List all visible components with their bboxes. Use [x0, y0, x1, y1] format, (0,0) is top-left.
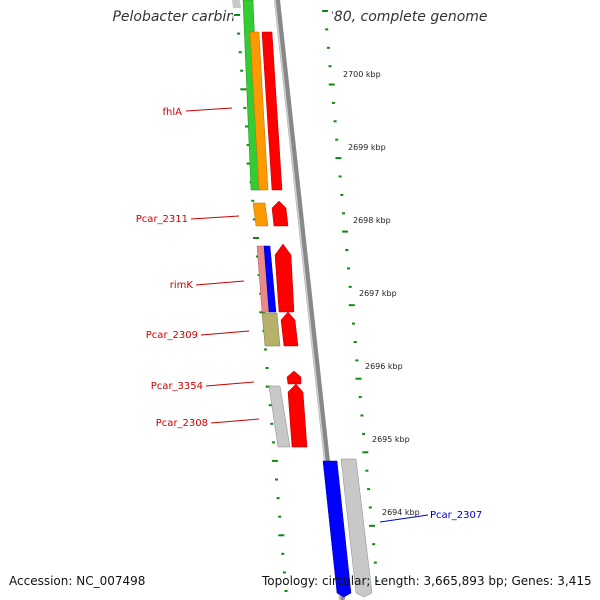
left-track-tick: [238, 51, 242, 54]
right-track-tick: [369, 524, 375, 527]
right-track-tick: [335, 138, 339, 141]
left-track-tick: [259, 311, 266, 314]
label-line-pcar2307: [379, 514, 429, 523]
left-track-tick: [271, 441, 275, 444]
gene-label-pcar2308[interactable]: Pcar_2308: [156, 418, 208, 429]
right-track-tick: [375, 580, 379, 582]
right-track-tick: [362, 451, 369, 454]
scale-label-2700: 2700 kbp: [343, 70, 381, 79]
right-track-ticks: [322, 10, 379, 582]
right-track-tick: [348, 285, 352, 288]
topology-text: Topology: circular; Length: 3,665,893 bp…: [262, 574, 592, 588]
left-track-tick: [246, 162, 253, 165]
left-track-tick: [268, 404, 272, 407]
feature-blue-pcar2307[interactable]: [322, 460, 352, 598]
left-track-tick: [246, 144, 250, 147]
label-line-pcar2311: [190, 215, 240, 220]
label-line-pcar2308: [210, 418, 260, 424]
feature-gray-pcar2307[interactable]: [340, 458, 373, 598]
right-track-tick: [348, 304, 355, 307]
label-line-pcar2309: [200, 330, 250, 336]
feature-red-pcar2309[interactable]: [280, 311, 299, 347]
feature-blue-rimk[interactable]: [263, 245, 277, 313]
right-track-tick: [325, 28, 329, 31]
right-track-tick: [360, 414, 364, 417]
scale-label-2694: 2694 kbp: [382, 508, 420, 517]
left-track-tick: [276, 497, 280, 500]
right-track-tick: [338, 175, 342, 178]
right-track-tick: [345, 249, 349, 251]
right-track-tick: [353, 341, 357, 343]
right-track-tick: [328, 83, 335, 86]
feature-red-rimk[interactable]: [274, 243, 295, 313]
right-track-tick: [368, 506, 372, 509]
right-track-tick: [331, 101, 335, 104]
feature-red-pcar2311[interactable]: [271, 200, 289, 227]
accession-text: Accession: NC_007498: [9, 574, 146, 588]
scale-label-2696: 2696 kbp: [365, 362, 403, 371]
scale-label-2695: 2695 kbp: [372, 435, 410, 444]
right-track-tick: [365, 469, 369, 472]
left-track-tick: [264, 348, 267, 351]
label-line-pcar3354: [205, 381, 255, 387]
feature-gray-pcar2308[interactable]: [268, 385, 291, 448]
feature-khaki[interactable]: [261, 312, 281, 347]
left-track-tick: [237, 32, 241, 35]
right-track-tick: [347, 267, 350, 270]
left-track-tick: [284, 590, 288, 592]
label-line-fhla: [185, 107, 233, 112]
right-track-tick: [328, 65, 332, 68]
left-track-tick: [275, 478, 278, 481]
right-track-tick: [335, 157, 342, 160]
feature-red-fhla[interactable]: [261, 31, 283, 191]
left-track-tick: [265, 367, 269, 369]
right-track-tick: [340, 193, 344, 196]
left-track-tick: [240, 69, 244, 72]
left-track-tick: [271, 459, 278, 462]
right-track-tick: [373, 561, 377, 564]
feature-gray-top[interactable]: [232, 0, 241, 8]
left-track-tick: [243, 106, 247, 109]
right-track-tick: [367, 488, 371, 491]
right-track-tick: [355, 377, 362, 380]
scale-label-2699: 2699 kbp: [348, 143, 386, 152]
gene-label-pcar2309[interactable]: Pcar_2309: [146, 330, 198, 341]
gene-label-rimk[interactable]: rimK: [170, 280, 194, 291]
left-track-tick: [278, 534, 285, 537]
left-track-tick: [234, 14, 240, 16]
scale-label-2697: 2697 kbp: [359, 289, 397, 298]
right-track-tick: [355, 359, 359, 362]
right-track-tick: [342, 230, 349, 233]
gene-label-pcar3354[interactable]: Pcar_3354: [151, 381, 203, 392]
left-track-tick: [252, 218, 256, 221]
left-track-tick: [270, 422, 274, 425]
feature-red-pcar3354[interactable]: [286, 370, 302, 385]
right-track-tick: [322, 10, 328, 12]
right-track-tick: [326, 46, 330, 49]
left-track-tick: [278, 515, 282, 518]
right-track-tick: [362, 432, 366, 435]
right-track-tick: [372, 543, 376, 546]
left-track-tick: [256, 255, 259, 258]
right-track-tick: [333, 120, 337, 123]
right-track-tick: [342, 212, 345, 215]
left-track-tick: [245, 125, 248, 128]
right-track-tick: [352, 322, 355, 325]
label-line-rimk: [195, 280, 245, 286]
left-track-tick: [240, 88, 247, 91]
scale-label-2698: 2698 kbp: [353, 216, 391, 225]
feature-red-pcar2308[interactable]: [287, 383, 308, 448]
left-track-tick: [265, 385, 272, 388]
gene-label-fhla[interactable]: fhlA: [163, 107, 183, 118]
left-track-tick: [253, 237, 259, 239]
right-track-tick: [358, 396, 362, 399]
left-track-tick: [251, 199, 255, 202]
feature-orange-2311[interactable]: [252, 202, 269, 227]
left-track-tick: [282, 571, 286, 574]
feature-orange[interactable]: [249, 31, 269, 191]
gene-label-pcar2307[interactable]: Pcar_2307: [430, 510, 482, 521]
gene-label-pcar2311[interactable]: Pcar_2311: [136, 214, 188, 225]
left-track-tick: [281, 552, 285, 555]
